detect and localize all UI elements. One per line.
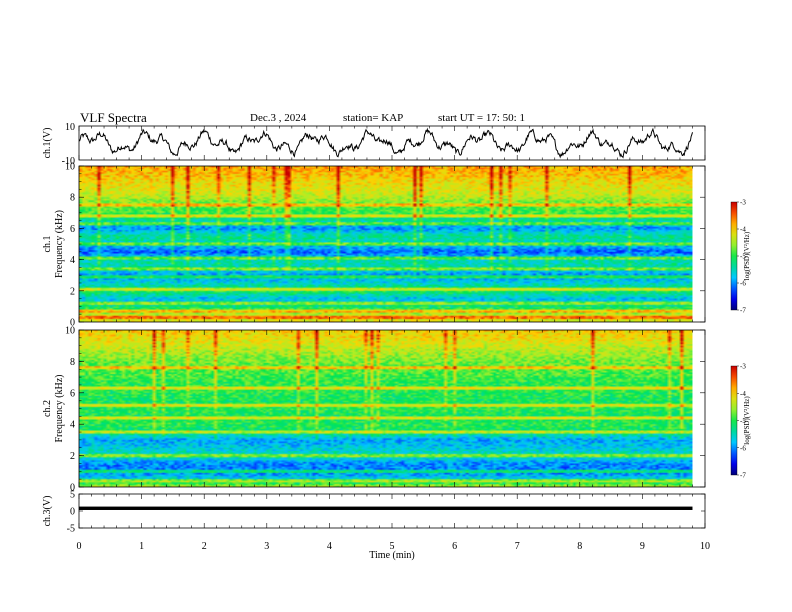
x-tick-label: 10 (700, 541, 710, 552)
ch2-spectrogram-colorbar-label: log(PSD)(V²/Hz) (743, 396, 751, 445)
ch1-spectrogram-colorbar-label: log(PSD)(V²/Hz) (743, 231, 751, 280)
ch2-spectrogram-channel-label: ch.2 (42, 400, 53, 417)
ch1-waveform-y-tick-label: -10 (62, 156, 75, 167)
x-tick-label: 9 (640, 541, 645, 552)
x-axis-label: Time (min) (369, 550, 414, 561)
ch3-waveform-y-tick-label: 0 (70, 507, 75, 518)
ch1-spectrogram-heatmap (79, 166, 693, 322)
x-tick-label: 7 (515, 541, 520, 552)
ch1-spectrogram-y-tick-label: 6 (70, 224, 75, 235)
date-label: Dec.3 , 2024 (250, 112, 307, 124)
start-time-label: start UT = 17: 50: 1 (438, 112, 525, 124)
ch2-spectrogram-y-tick-label: 8 (70, 357, 75, 368)
ch2-spectrogram-colorbar-tick-label: -4 (740, 390, 746, 398)
ch2-spectrogram-colorbar (730, 365, 738, 476)
ch3-waveform-band (79, 506, 693, 510)
x-tick-label: 5 (390, 541, 395, 552)
ch2-spectrogram-colorbar-tick-label: -3 (740, 363, 746, 371)
ch2-spectrogram-y-tick-label: 10 (65, 326, 75, 337)
ch1-spectrogram-y-tick-label: 10 (65, 162, 75, 173)
plot-title: VLF Spectra (80, 110, 147, 125)
ch1-spectrogram-x-ticks (78, 166, 706, 322)
ch1-spectrogram-y-tick-label: 4 (70, 255, 75, 266)
ch2-spectrogram-y-axis-label: Frequency (kHz) (54, 374, 65, 442)
ch1-spectrogram-colorbar (730, 201, 738, 311)
ch3-waveform-y-tick-label: 5 (70, 490, 75, 501)
ch1-spectrogram-colorbar-tick-label: -6 (740, 280, 746, 288)
ch1-waveform-y-tick-label: 10 (65, 122, 75, 133)
ch1-waveform-line (79, 127, 693, 159)
x-tick-label: 8 (577, 541, 582, 552)
x-tick-label: 4 (327, 541, 332, 552)
ch3-waveform-y-tick-label: -5 (67, 524, 75, 535)
ch1-spectrogram-colorbar-tick-label: -5 (740, 253, 746, 261)
x-tick-label: 1 (139, 541, 144, 552)
ch2-spectrogram-colorbar-tick-label: -5 (740, 417, 746, 425)
ch2-spectrogram-colorbar-tick-label: -7 (740, 472, 746, 480)
ch1-spectrogram-colorbar-tick-label: -3 (740, 199, 746, 207)
x-tick-label: 3 (264, 541, 269, 552)
ch2-spectrogram-colorbar-tick-label: -6 (740, 444, 746, 452)
station-label: station= KAP (343, 112, 404, 124)
ch1-waveform-y-axis-label: ch.1(V) (42, 128, 53, 159)
ch2-spectrogram-y-tick-label: 6 (70, 388, 75, 399)
x-tick-label: 0 (77, 541, 82, 552)
ch1-waveform-x-ticks (78, 126, 706, 160)
ch3-waveform-y-axis-label: ch.3(V) (42, 496, 53, 527)
x-tick-label: 6 (452, 541, 457, 552)
ch1-spectrogram-colorbar-tick-label: -7 (740, 307, 746, 315)
ch2-spectrogram-y-tick-label: 2 (70, 451, 75, 462)
ch2-spectrogram-y-tick-label: 4 (70, 420, 75, 431)
ch1-spectrogram-y-tick-label: 8 (70, 193, 75, 204)
ch1-spectrogram-y-axis-label: Frequency (kHz) (54, 210, 65, 278)
ch3-waveform-x-ticks (78, 494, 706, 528)
ch1-spectrogram-colorbar-tick-label: -4 (740, 226, 746, 234)
ch1-spectrogram-y-tick-label: 2 (70, 286, 75, 297)
ch1-spectrogram-channel-label: ch.1 (42, 236, 53, 253)
ch1-spectrogram-y-tick-label: 0 (70, 318, 75, 329)
ch2-spectrogram-heatmap (79, 330, 693, 487)
ch2-spectrogram-x-ticks (78, 330, 706, 487)
ch3-waveform-frame (78, 493, 706, 529)
x-tick-label: 2 (202, 541, 207, 552)
ch2-spectrogram-y-tick-label: 0 (70, 483, 75, 494)
